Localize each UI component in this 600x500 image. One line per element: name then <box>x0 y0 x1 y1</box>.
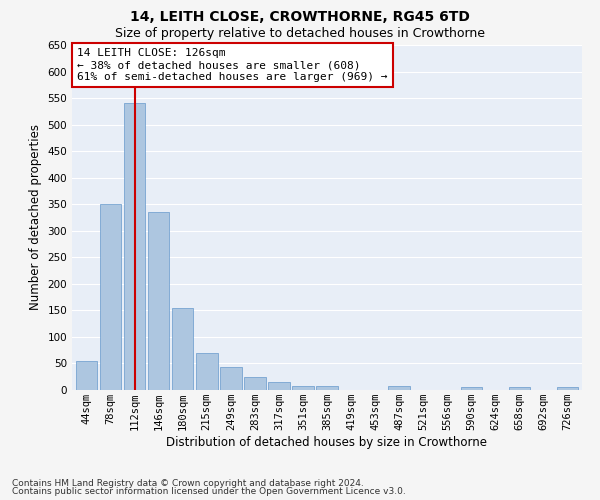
Text: 14 LEITH CLOSE: 126sqm
← 38% of detached houses are smaller (608)
61% of semi-de: 14 LEITH CLOSE: 126sqm ← 38% of detached… <box>77 48 388 82</box>
Bar <box>509 388 530 390</box>
Text: Contains public sector information licensed under the Open Government Licence v3: Contains public sector information licen… <box>12 487 406 496</box>
Bar <box>316 386 338 390</box>
Bar <box>124 104 145 390</box>
Bar <box>557 388 578 390</box>
Bar <box>244 376 266 390</box>
Bar <box>76 361 97 390</box>
Bar <box>268 382 290 390</box>
Bar <box>172 308 193 390</box>
Bar <box>196 353 218 390</box>
X-axis label: Distribution of detached houses by size in Crowthorne: Distribution of detached houses by size … <box>167 436 487 449</box>
Y-axis label: Number of detached properties: Number of detached properties <box>29 124 42 310</box>
Text: Contains HM Land Registry data © Crown copyright and database right 2024.: Contains HM Land Registry data © Crown c… <box>12 478 364 488</box>
Bar <box>148 212 169 390</box>
Text: Size of property relative to detached houses in Crowthorne: Size of property relative to detached ho… <box>115 28 485 40</box>
Bar <box>388 386 410 390</box>
Text: 14, LEITH CLOSE, CROWTHORNE, RG45 6TD: 14, LEITH CLOSE, CROWTHORNE, RG45 6TD <box>130 10 470 24</box>
Bar <box>220 367 242 390</box>
Bar <box>461 388 482 390</box>
Bar <box>100 204 121 390</box>
Bar <box>292 386 314 390</box>
